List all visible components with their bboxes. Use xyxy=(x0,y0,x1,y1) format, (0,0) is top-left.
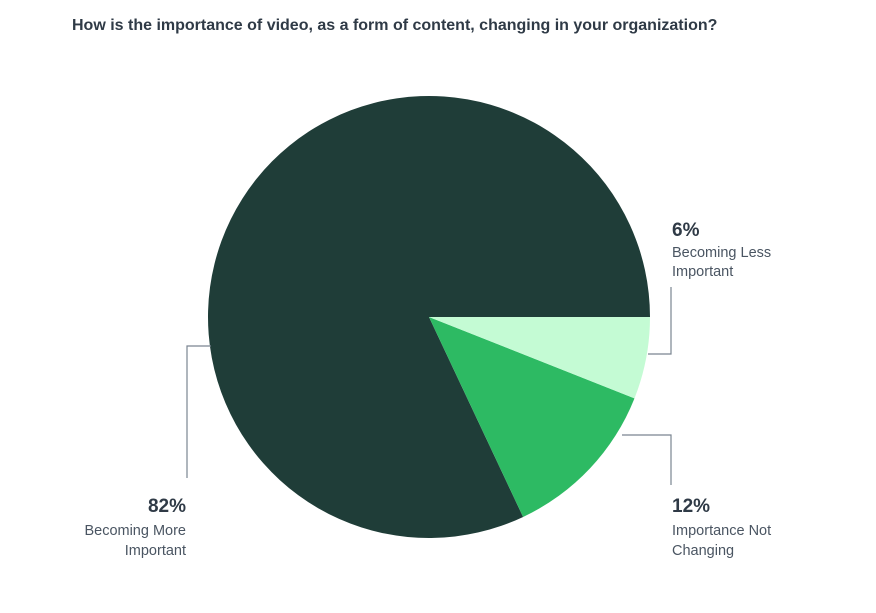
category-label-line: Important xyxy=(125,543,186,559)
chart-title: How is the importance of video, as a for… xyxy=(72,17,718,34)
slice-becoming-less-important xyxy=(429,317,650,399)
label-becoming-more-important: 82% Becoming More Important xyxy=(84,496,186,559)
leader-line-less xyxy=(648,287,672,355)
label-becoming-less-important: 6% Becoming Less Important xyxy=(672,220,771,280)
leader-line-more xyxy=(186,345,211,478)
category-label-line: Importance Not xyxy=(672,523,771,539)
category-label-line: Becoming More xyxy=(84,523,186,539)
slice-becoming-more-important xyxy=(208,96,650,539)
slice-labels: 82% Becoming More Important 12% Importance N… xyxy=(84,220,771,559)
category-label-line: Changing xyxy=(672,543,734,559)
slice-importance-not-changing xyxy=(429,317,635,517)
leader-line-not-changing xyxy=(622,434,672,485)
pie-slices xyxy=(208,96,650,539)
category-label-line: Becoming Less xyxy=(672,245,771,261)
label-importance-not-changing: 12% Importance Not Changing xyxy=(672,496,771,559)
value-label: 12% xyxy=(672,496,710,517)
category-label-line: Important xyxy=(672,264,733,280)
leader-lines xyxy=(186,287,672,485)
value-label: 6% xyxy=(672,220,700,241)
value-label: 82% xyxy=(148,496,186,517)
